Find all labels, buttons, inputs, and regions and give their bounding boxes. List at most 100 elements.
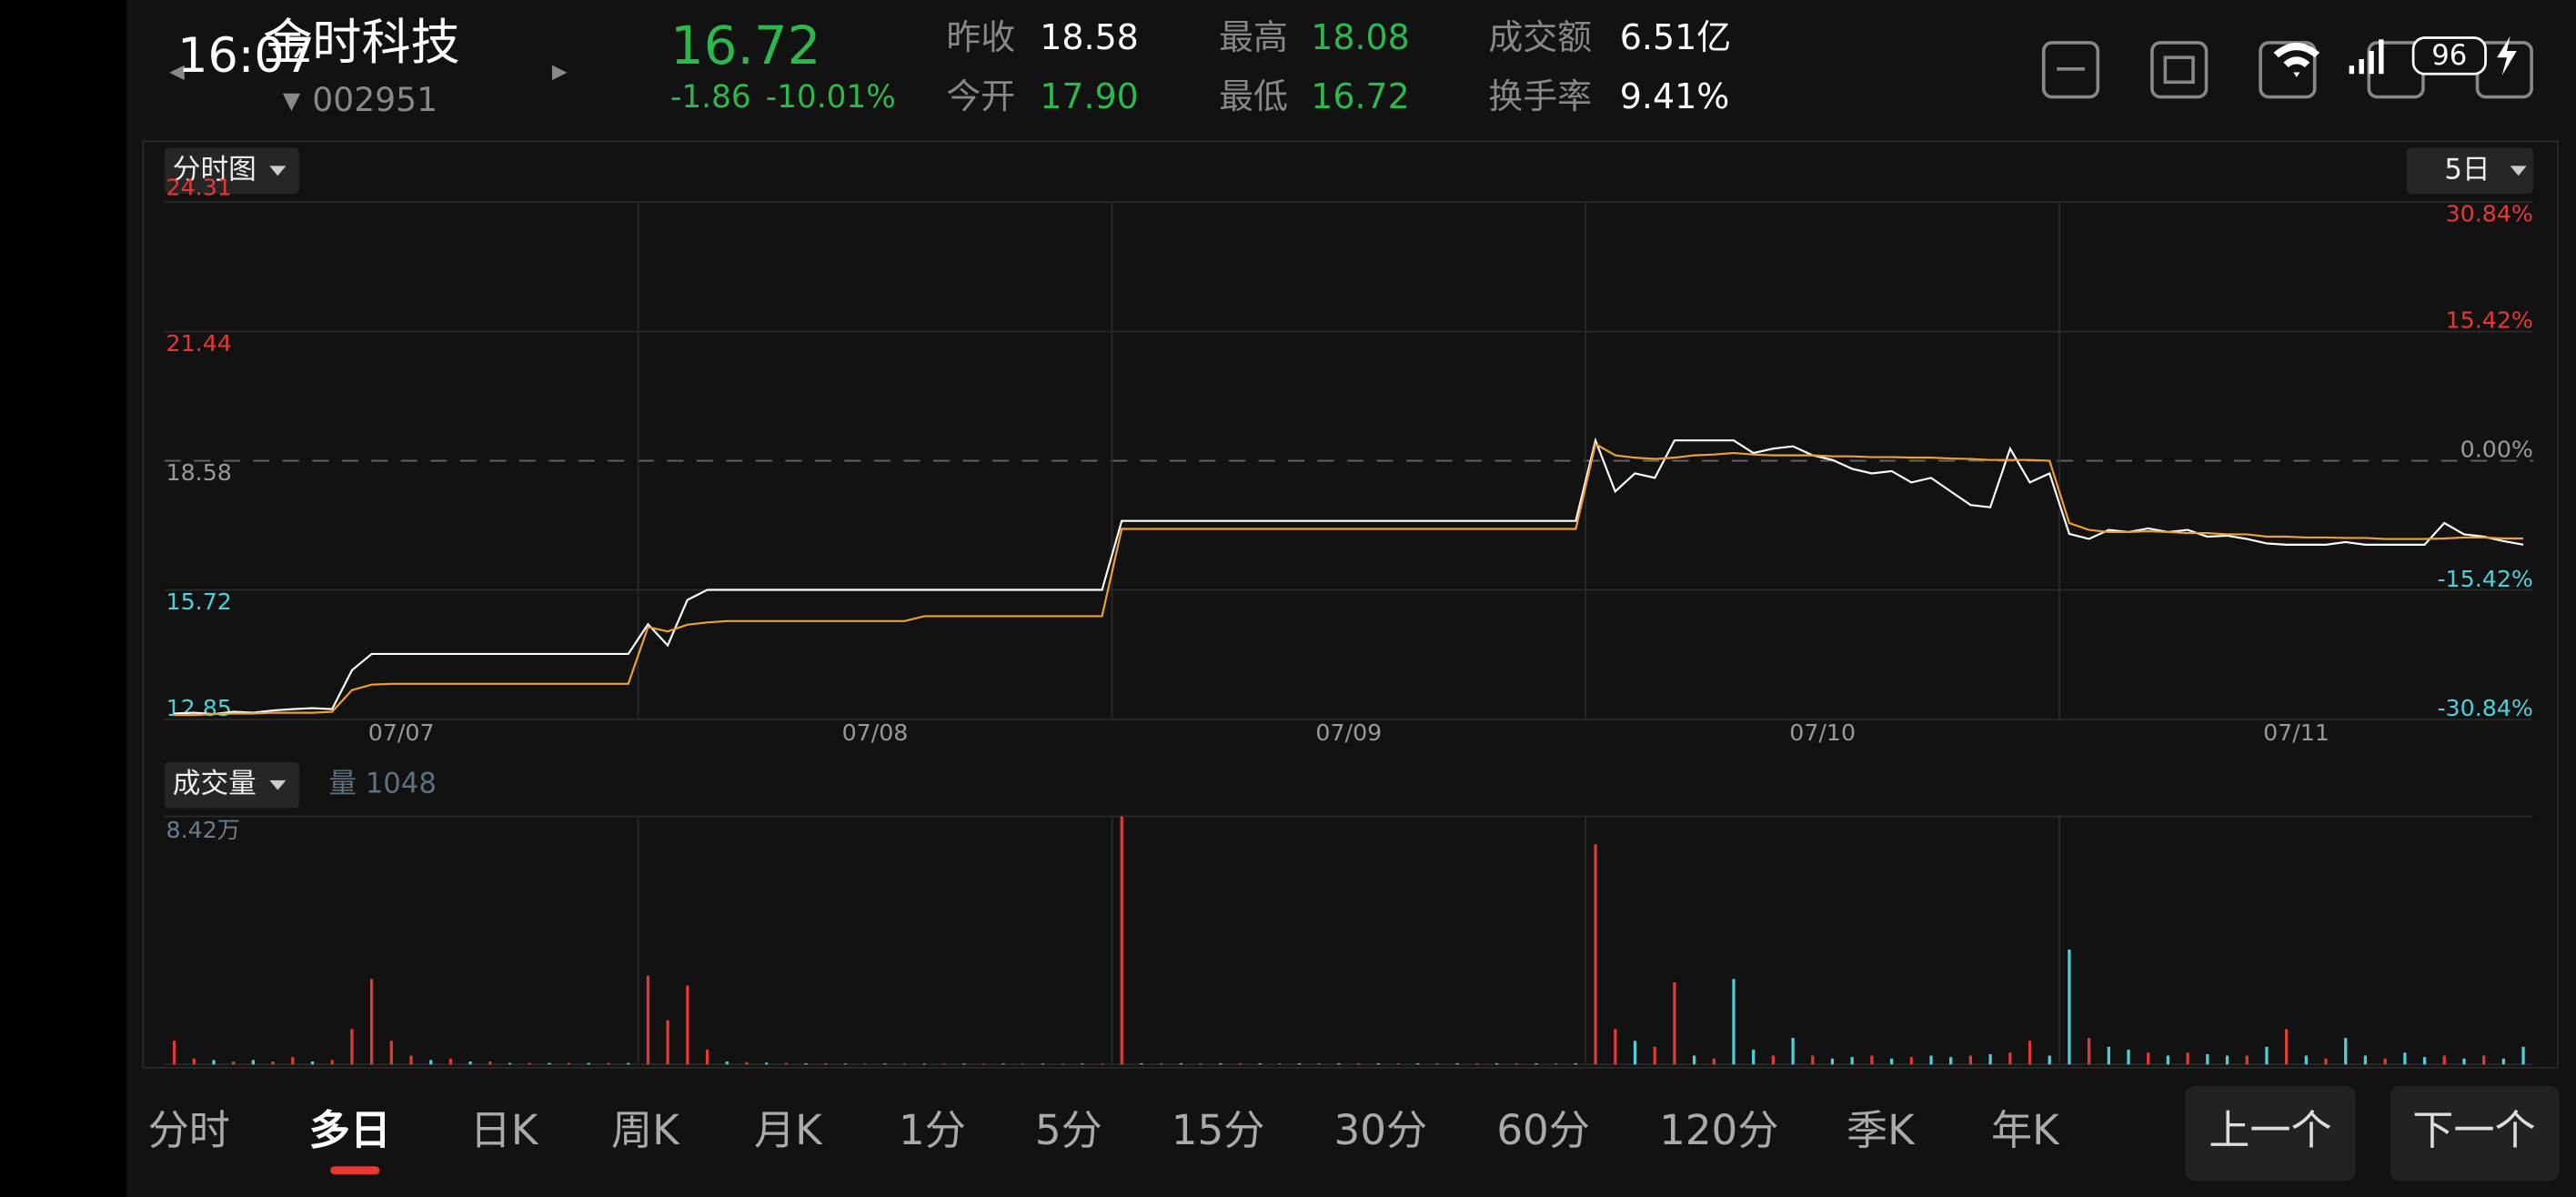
volume-bar <box>1494 1062 1499 1065</box>
volume-bar <box>1160 1062 1163 1065</box>
volume-bar <box>1752 1050 1756 1065</box>
prev-stock-button[interactable] <box>2185 1085 2356 1182</box>
volume-button[interactable] <box>164 761 299 809</box>
volume-bar <box>567 1062 571 1065</box>
next-stock-label: 下一个 <box>2412 1106 2535 1154</box>
period-tab[interactable]: 多日 <box>309 1106 391 1154</box>
volume-bar <box>2265 1046 2269 1065</box>
dropdown-caret <box>269 166 287 176</box>
volume-bar <box>192 1058 196 1065</box>
volume-bar <box>843 1063 848 1065</box>
signal-bar <box>2379 39 2384 75</box>
volume-bar <box>942 1063 946 1065</box>
volume-bar <box>2383 1058 2387 1065</box>
volume-bar <box>330 1060 334 1065</box>
period-tabs: 分时 多日 日K 周K 月K 1分 5分 15分 30分 60分 120分 季K 年K <box>148 1106 2060 1175</box>
y-tick-label: 8.42万 <box>166 817 241 843</box>
volume-bar <box>1219 1062 1223 1065</box>
volume-bar <box>508 1062 512 1065</box>
volume-bar <box>2166 1055 2170 1065</box>
quote-value: 17.90 <box>1040 76 1139 116</box>
status-icons: 96 <box>2273 35 2517 77</box>
prev-stock-label: 上一个 <box>2209 1106 2331 1154</box>
volume-bar <box>1870 1055 1874 1065</box>
volume-bar <box>1909 1057 1913 1065</box>
volume-bar <box>2422 1057 2427 1065</box>
app-background <box>126 0 2576 1197</box>
y-tick-label: 24.31 <box>166 175 232 201</box>
prev-arrow[interactable]: ◀ <box>169 60 185 83</box>
volume-bar <box>1396 1062 1400 1065</box>
next-arrow[interactable]: ▶ <box>552 60 568 83</box>
volume-bar <box>2324 1058 2328 1065</box>
price-change-pct: -10.01% <box>766 79 896 116</box>
dropdown-caret <box>2510 166 2527 176</box>
signal-bar <box>2349 65 2355 75</box>
mode-button[interactable] <box>164 147 299 195</box>
volume-bar <box>804 1062 808 1065</box>
period-tab[interactable]: 年K <box>1991 1106 2060 1154</box>
volume-bar <box>2245 1055 2249 1065</box>
toolbar-icons <box>2041 41 2533 99</box>
icon-drawing[interactable] <box>2150 41 2209 99</box>
volume-bar <box>232 1061 236 1065</box>
y2-tick-label: 15.42% <box>2446 307 2533 334</box>
volume-bar <box>1416 1062 1420 1065</box>
quote-label: 换手率 <box>1488 76 1592 116</box>
period-tab[interactable]: 1分 <box>899 1106 966 1154</box>
volume-bar <box>1337 1062 1341 1065</box>
period-tab[interactable]: 5分 <box>1035 1106 1102 1154</box>
volume-bar <box>2482 1055 2486 1065</box>
period-tab[interactable]: 分时 <box>148 1106 230 1154</box>
volume-bar <box>607 1062 610 1065</box>
period-tab[interactable]: 日K <box>470 1106 539 1154</box>
period-tab[interactable]: 15分 <box>1172 1106 1265 1154</box>
volume-bar <box>2225 1055 2229 1065</box>
period-tab[interactable]: 120分 <box>1659 1106 1778 1154</box>
volume-bar <box>2068 949 2071 1065</box>
battery-level: 96 <box>2431 40 2467 72</box>
next-stock-button[interactable] <box>2390 1085 2560 1182</box>
volume-bar <box>1712 1058 1716 1065</box>
status-time: 16:07 <box>177 28 315 84</box>
x-tick-label: 07/09 <box>1315 719 1382 746</box>
icon-glyph <box>2163 55 2195 85</box>
volume-bar <box>369 979 374 1065</box>
quote-label: 成交额 <box>1488 17 1592 57</box>
charging-icon <box>2497 35 2517 76</box>
volume-bar <box>1081 1063 1084 1065</box>
icon-minimize[interactable] <box>2041 41 2100 99</box>
left-strip <box>0 0 127 1197</box>
period-tab[interactable]: 月K <box>754 1106 823 1154</box>
period-tab[interactable]: 周K <box>611 1106 680 1154</box>
quote-value: 9.41% <box>1620 76 1729 116</box>
volume-bar <box>212 1060 216 1065</box>
x-tick-label: 07/10 <box>1789 719 1856 746</box>
volume-bar <box>172 1041 176 1065</box>
volume-bar <box>2206 1053 2209 1065</box>
volume-bar <box>2127 1050 2130 1065</box>
period-button[interactable] <box>2406 147 2533 195</box>
y2-tick-label: -30.84% <box>2437 695 2532 721</box>
volume-bar <box>1100 1063 1104 1065</box>
volume-bar <box>1120 816 1123 1065</box>
stock-code: 002951 <box>312 80 438 119</box>
volume-bar <box>528 1062 531 1065</box>
period-tab[interactable]: 60分 <box>1496 1106 1590 1154</box>
period-button-label: 5日 <box>2444 154 2490 186</box>
quote-label: 昨收 <box>946 17 1015 57</box>
period-tab[interactable]: 季K <box>1846 1106 1916 1154</box>
period-tab[interactable]: 30分 <box>1334 1106 1428 1154</box>
volume-bar <box>902 1063 907 1065</box>
icon-screenshot[interactable] <box>2259 41 2317 99</box>
active-tab-underline <box>330 1166 380 1175</box>
volume-bar <box>1238 1062 1243 1065</box>
dropdown-caret <box>269 780 287 790</box>
chart-panel <box>142 140 2559 1069</box>
volume-bar <box>725 1061 729 1065</box>
volume-bar <box>1278 1062 1282 1065</box>
volume-bar <box>1574 1062 1578 1065</box>
volume-bar <box>1968 1055 1973 1065</box>
volume-bar <box>1830 1058 1835 1065</box>
